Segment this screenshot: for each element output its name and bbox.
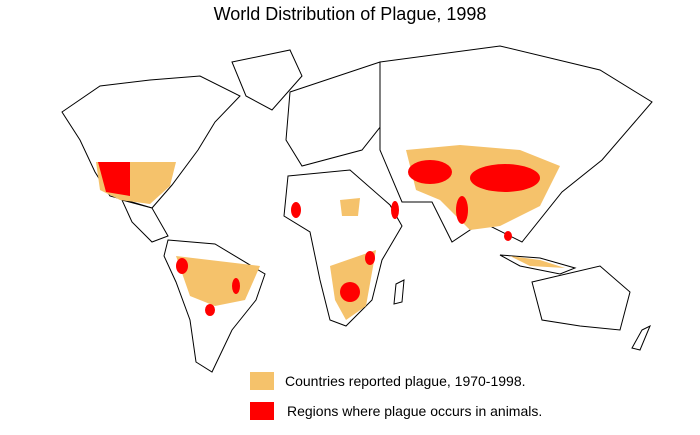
animal-regions <box>98 160 540 316</box>
animal-region <box>98 162 130 196</box>
greenland <box>231 49 303 111</box>
reported-region <box>340 198 360 216</box>
animal-region <box>176 258 188 274</box>
reported-region <box>176 256 260 306</box>
legend-swatch <box>250 372 274 390</box>
animal-region <box>456 196 468 224</box>
legend-label: Countries reported plague, 1970-1998. <box>285 373 526 389</box>
animal-region <box>408 160 452 184</box>
australia <box>531 265 631 331</box>
animal-region <box>340 282 360 302</box>
animal-region <box>205 304 215 316</box>
animal-region <box>232 278 240 294</box>
legend-swatch <box>250 402 274 420</box>
animal-region <box>291 202 301 218</box>
legend: Countries reported plague, 1970-1998. Re… <box>250 372 542 420</box>
new-zealand <box>631 324 651 351</box>
africa <box>283 169 403 327</box>
reported-region <box>510 256 565 268</box>
animal-region <box>504 231 512 241</box>
map-title: World Distribution of Plague, 1998 <box>214 4 487 24</box>
central-america <box>121 199 169 243</box>
animal-region <box>365 251 375 265</box>
animal-region <box>391 201 399 219</box>
animal-region <box>470 164 540 192</box>
madagascar <box>393 279 405 305</box>
legend-label: Regions where plague occurs in animals. <box>287 403 542 419</box>
